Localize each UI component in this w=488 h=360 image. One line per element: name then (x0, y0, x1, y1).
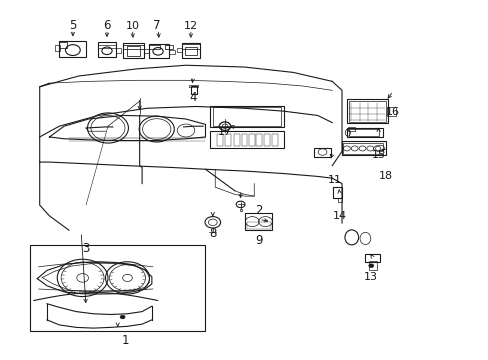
Bar (346, 99, 387, 123)
Text: 14: 14 (332, 211, 346, 221)
Bar (212, 107, 281, 126)
Text: 17: 17 (218, 127, 232, 136)
Text: 12: 12 (183, 21, 198, 31)
Bar (313, 148, 330, 157)
Text: 1: 1 (121, 334, 128, 347)
Bar (241, 134, 247, 146)
Text: 11: 11 (327, 175, 341, 185)
Text: 2: 2 (255, 204, 263, 217)
Bar (123, 45, 143, 49)
Text: 9: 9 (255, 234, 263, 247)
Bar (189, 85, 198, 87)
Bar (98, 45, 116, 48)
Bar (341, 141, 385, 155)
Bar (225, 134, 231, 146)
Text: 10: 10 (125, 21, 139, 31)
Circle shape (368, 264, 373, 267)
Text: 16: 16 (386, 107, 399, 117)
Bar (176, 48, 182, 52)
Bar (248, 134, 254, 146)
Text: 8: 8 (209, 227, 216, 240)
Bar (98, 41, 116, 57)
Bar (217, 134, 223, 146)
Bar (365, 254, 379, 262)
Text: 6: 6 (103, 19, 110, 32)
Text: 4: 4 (189, 91, 197, 104)
Bar (210, 131, 283, 148)
Bar (343, 143, 383, 154)
Bar (116, 48, 121, 53)
Bar (264, 134, 270, 146)
Text: 13: 13 (364, 272, 378, 282)
Bar (60, 42, 67, 48)
Bar (182, 44, 200, 49)
Bar (348, 102, 385, 122)
Bar (182, 44, 200, 58)
Bar (149, 44, 169, 58)
Text: 5: 5 (69, 19, 77, 32)
Bar (30, 244, 205, 330)
Bar (347, 127, 354, 131)
Bar (368, 261, 376, 270)
Bar (233, 134, 239, 146)
Bar (256, 134, 262, 146)
Bar (149, 45, 160, 49)
Text: 3: 3 (82, 242, 89, 255)
Bar (271, 134, 277, 146)
Bar (55, 45, 60, 51)
Bar (123, 43, 143, 58)
Bar (143, 49, 149, 53)
Bar (348, 130, 378, 136)
Bar (127, 46, 139, 55)
Bar (210, 106, 283, 127)
Bar (332, 187, 341, 198)
Text: 18: 18 (378, 171, 392, 181)
Bar (246, 222, 270, 229)
Bar (386, 107, 395, 116)
Bar (184, 47, 197, 55)
Bar (245, 213, 272, 230)
Text: 7: 7 (153, 19, 160, 32)
Bar (165, 45, 173, 49)
Bar (239, 209, 241, 211)
Text: 15: 15 (371, 150, 385, 160)
Bar (169, 50, 175, 54)
Circle shape (120, 315, 125, 319)
Bar (190, 86, 196, 94)
Bar (60, 41, 86, 58)
Bar (346, 128, 383, 137)
